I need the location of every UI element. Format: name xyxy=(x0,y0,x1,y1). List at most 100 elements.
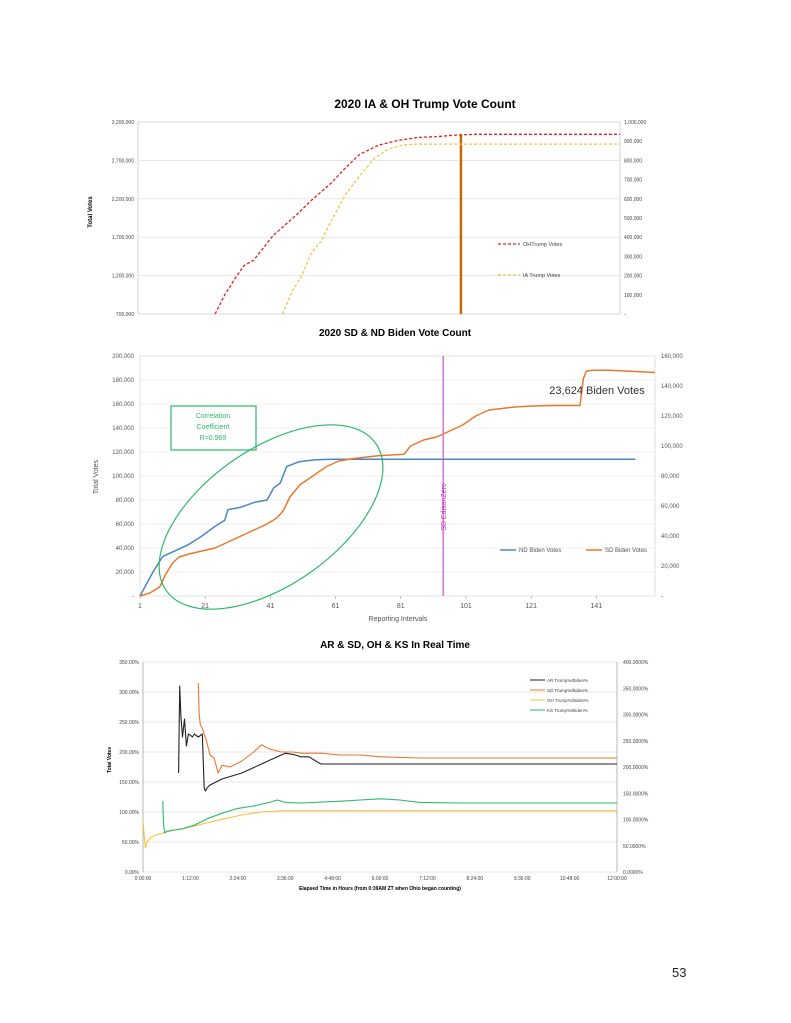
y2-tick-label: 80,000 xyxy=(661,474,680,480)
plot-area: 200,000180,000160,000140,000120,000100,0… xyxy=(112,354,683,610)
ia-oh-trump-chart: 2020 IA & OH Trump Vote Count Total Vote… xyxy=(0,92,791,320)
y2-tick-label: 800,000 xyxy=(624,158,642,164)
ia-oh-chart-svg: 2020 IA & OH Trump Vote Count Total Vote… xyxy=(88,97,647,318)
y2-tick-label: 500,000 xyxy=(624,216,642,222)
y-tick-label: 350.00% xyxy=(119,660,139,666)
edison-zero-label: SD EdisonZero xyxy=(441,483,448,531)
legend-label: SD Trump%/Biden% xyxy=(547,688,588,693)
x-axis-label: Elapsed Time in Hours (from 0:39AM ZT wh… xyxy=(299,886,461,892)
y2-tick-label: 150.0000% xyxy=(623,791,649,797)
legend-label-nd: ND Biden Votes xyxy=(519,548,561,554)
x-tick-label: 7:12:00 xyxy=(419,876,436,882)
y-axis-label: Total Votes xyxy=(107,747,113,773)
y-tick-label: 120,000 xyxy=(112,450,134,456)
y-axis-label: Total Votes xyxy=(93,459,100,494)
y-tick-label: 150.00% xyxy=(119,780,139,786)
chart-title: AR & SD, OH & KS In Real Time xyxy=(320,640,470,651)
page-number: 53 xyxy=(672,965,687,980)
y-tick-label: 180,000 xyxy=(112,378,134,384)
series-line-ks xyxy=(162,798,617,834)
y-tick-label: 700,000 xyxy=(116,312,134,318)
y-tick-label: 50.00% xyxy=(122,840,140,846)
chart-title: 2020 IA & OH Trump Vote Count xyxy=(334,97,515,111)
y2-tick-label: 100,000 xyxy=(661,444,683,450)
x-tick-label: 8:24:00 xyxy=(466,876,483,882)
correlation-line-3: R=0.969 xyxy=(200,435,227,442)
y-tick-label: 160,000 xyxy=(112,402,134,408)
y2-tick-label: 300,000 xyxy=(624,254,642,260)
y2-tick-label: 250.0000% xyxy=(623,739,649,745)
sd-nd-biden-chart: 2020 SD & ND Biden Vote Count Total Vote… xyxy=(0,322,791,630)
ar-sd-oh-ks-chart: AR & SD, OH & KS In Real Time Total Vote… xyxy=(0,632,791,894)
series-line-ar xyxy=(178,685,617,792)
correlation-line-2: Coefficient xyxy=(197,424,230,431)
x-tick-label: 10:48:00 xyxy=(560,876,580,882)
y-tick-label: 250.00% xyxy=(119,720,139,726)
x-tick-label: 4:48:00 xyxy=(324,876,341,882)
series-line-sd-biden xyxy=(139,369,656,597)
x-tick-label: 0:00:00 xyxy=(135,876,152,882)
x-tick-label: 101 xyxy=(460,603,472,610)
y-axis-label: Total Votes xyxy=(88,196,94,228)
x-tick-label: 81 xyxy=(397,603,405,610)
y2-tick-label: 200,000 xyxy=(624,274,642,280)
y2-tick-label: 900,000 xyxy=(624,139,642,145)
y-tick-label: 1,200,000 xyxy=(112,274,134,280)
y-tick-label: 3,200,000 xyxy=(112,120,134,126)
x-tick-label: 1 xyxy=(138,603,142,610)
sd-nd-chart-svg: 2020 SD & ND Biden Vote Count Total Vote… xyxy=(93,328,683,623)
realtime-chart-svg: AR & SD, OH & KS In Real Time Total Vote… xyxy=(107,640,649,892)
x-tick-label: 121 xyxy=(525,603,537,610)
legend-label: OH Trump%/Biden% xyxy=(547,698,589,703)
plot-area: 3,200,000 2,700,000 2,200,000 1,700,000 1,20… xyxy=(112,120,647,318)
x-tick-label: 1:12:00 xyxy=(182,876,199,882)
y2-tick-label: 120,000 xyxy=(661,414,683,420)
plot-frame xyxy=(137,121,621,315)
x-tick-label: 12:00:00 xyxy=(607,876,627,882)
y2-tick-label: 60,000 xyxy=(661,504,680,510)
correlation-box xyxy=(170,405,257,451)
y2-tick-label: 600,000 xyxy=(624,197,642,203)
y-tick-label: 100,000 xyxy=(112,474,134,480)
chart-title: 2020 SD & ND Biden Vote Count xyxy=(319,328,472,339)
legend-label-ia: IA Trump Votes xyxy=(523,273,561,279)
biden-votes-annotation: 23,624 Biden Votes xyxy=(549,385,645,397)
y-tick-label: 60,000 xyxy=(116,522,135,528)
y2-tick-label: 700,000 xyxy=(624,178,642,184)
series-line-oh-trump xyxy=(214,133,620,315)
x-tick-label: 41 xyxy=(266,603,274,610)
correlation-ellipse xyxy=(158,424,384,610)
y-tick-label: 80,000 xyxy=(116,498,135,504)
correlation-line-1: Correlation xyxy=(196,413,230,420)
y-tick-label: 100.00% xyxy=(119,810,139,816)
x-tick-label: 141 xyxy=(590,603,602,610)
y2-tick-label: 50.0000% xyxy=(623,844,646,850)
y-tick-label: 20,000 xyxy=(116,570,135,576)
x-tick-label: 9:36:00 xyxy=(514,876,531,882)
y-tick-label: 40,000 xyxy=(116,546,135,552)
y2-tick-label: 140,000 xyxy=(661,384,683,390)
legend-label-sd: SD Biden Votes xyxy=(605,548,647,554)
y2-tick-label: 0.0000% xyxy=(623,870,643,876)
series-line-nd-biden xyxy=(139,458,636,597)
y-tick-label: 2,200,000 xyxy=(112,197,134,203)
plot-area: 350.00% 300.00% 250.00% 200.00% 150.00% 100.0… xyxy=(119,660,649,882)
y-tick-label: 2,700,000 xyxy=(112,158,134,164)
x-tick-label: 21 xyxy=(201,603,209,610)
x-tick-label: 2:24:00 xyxy=(229,876,246,882)
y2-tick-label: 100.0000% xyxy=(623,818,649,824)
y2-tick-label: - xyxy=(661,594,663,600)
legend-label-oh: OHTrump Votes xyxy=(523,242,562,248)
series-line-sd xyxy=(197,682,617,774)
series-line-ia-trump xyxy=(282,143,620,315)
x-axis-label: Reporting Intervals xyxy=(369,616,428,623)
y-tick-label: - xyxy=(132,594,134,600)
y2-tick-label: 300.0000% xyxy=(623,713,649,719)
y-tick-label: 300.00% xyxy=(119,690,139,696)
x-tick-label: 6:00:00 xyxy=(372,876,389,882)
y2-tick-label: - xyxy=(624,312,626,318)
series-line-oh xyxy=(142,810,617,849)
legend-label: AR Trump%/Biden% xyxy=(547,678,588,683)
y-tick-label: 200,000 xyxy=(112,354,134,360)
legend-label: KS Trump%/Biden% xyxy=(547,708,588,713)
